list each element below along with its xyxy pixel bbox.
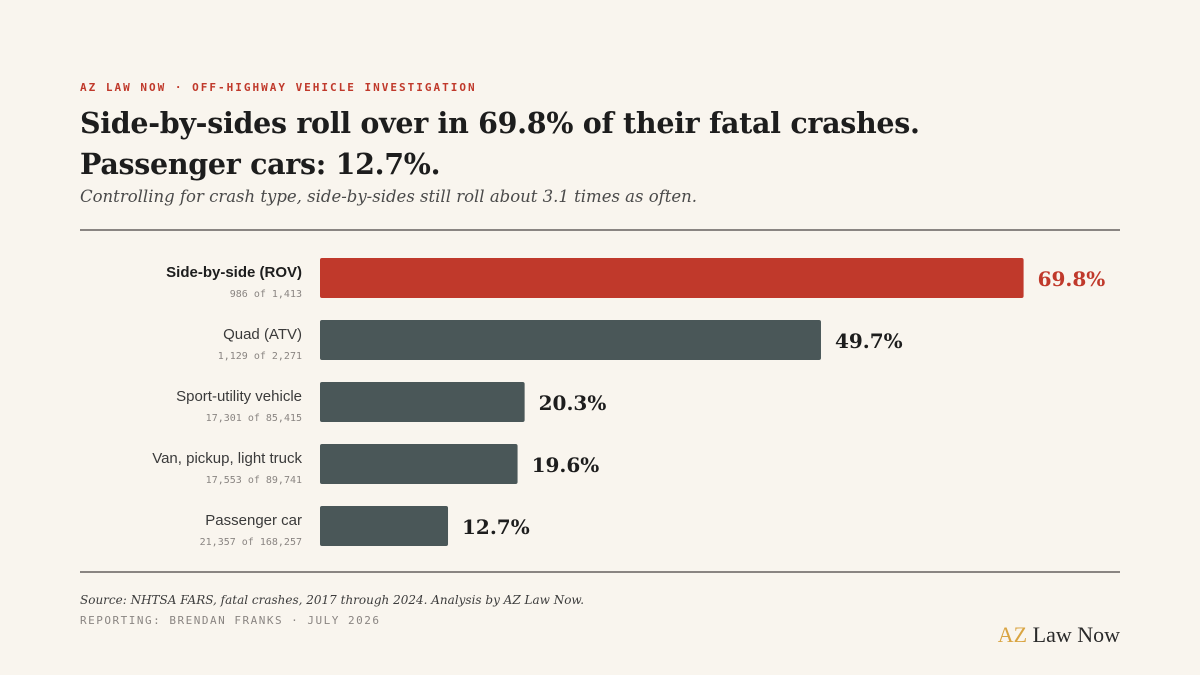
count-label: 21,357 of 168,257 [200, 537, 302, 548]
brand-logo: AZ Law Now [998, 622, 1120, 648]
category-label: Passenger car [205, 512, 302, 529]
kicker: AZ LAW NOW · OFF-HIGHWAY VEHICLE INVESTI… [80, 81, 477, 94]
category-label: Quad (ATV) [223, 326, 302, 343]
count-label: 17,553 of 89,741 [206, 475, 302, 486]
count-label: 17,301 of 85,415 [206, 413, 302, 424]
count-label: 986 of 1,413 [230, 289, 302, 300]
category-label: Van, pickup, light truck [152, 450, 302, 467]
bar [320, 320, 821, 360]
top-divider [80, 229, 1120, 231]
brand-az: AZ [997, 622, 1028, 647]
value-label: 12.7% [462, 515, 530, 539]
value-label: 49.7% [835, 329, 903, 353]
value-label: 19.6% [532, 453, 600, 477]
byline: REPORTING: BRENDAN FRANKS · JULY 2026 [80, 614, 381, 627]
category-label: Side-by-side (ROV) [166, 264, 302, 281]
brand-name: Law Now [1032, 622, 1120, 647]
bar [320, 444, 518, 484]
value-label: 20.3% [539, 391, 607, 415]
bar [320, 506, 449, 546]
chart-subtitle: Controlling for crash type, side-by-side… [80, 187, 698, 206]
chart-title: Side-by-sides roll over in 69.8% of thei… [80, 103, 1120, 185]
count-label: 1,129 of 2,271 [218, 351, 302, 362]
source-note: Source: NHTSA FARS, fatal crashes, 2017 … [80, 593, 585, 607]
bar [320, 382, 525, 422]
title-line-2: Passenger cars: 12.7%. [80, 147, 441, 181]
category-label: Sport-utility vehicle [176, 388, 302, 405]
title-line-1: Side-by-sides roll over in 69.8% of thei… [80, 106, 920, 140]
bottom-divider [80, 571, 1120, 573]
bar [320, 258, 1024, 298]
value-label: 69.8% [1038, 267, 1106, 291]
